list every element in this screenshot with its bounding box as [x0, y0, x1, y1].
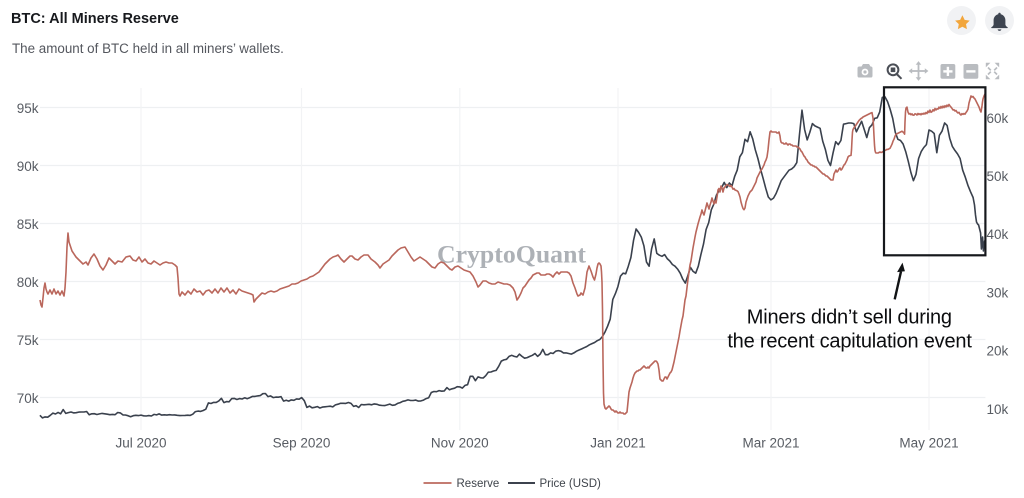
svg-text:Jan 2021: Jan 2021 — [590, 435, 646, 450]
svg-text:10k: 10k — [987, 402, 1009, 417]
svg-text:95k: 95k — [17, 101, 39, 116]
svg-text:Reserve: Reserve — [457, 478, 500, 490]
svg-text:Miners didn’t sell during: Miners didn’t sell during — [747, 306, 952, 328]
svg-text:Sep 2020: Sep 2020 — [273, 435, 331, 450]
svg-text:70k: 70k — [17, 391, 39, 406]
svg-text:90k: 90k — [17, 159, 39, 174]
svg-text:May 2021: May 2021 — [899, 435, 958, 450]
svg-text:40k: 40k — [987, 227, 1009, 242]
svg-text:Mar 2021: Mar 2021 — [742, 435, 799, 450]
svg-text:50k: 50k — [987, 169, 1009, 184]
svg-text:75k: 75k — [17, 333, 39, 348]
svg-text:30k: 30k — [987, 285, 1009, 300]
svg-text:Price (USD): Price (USD) — [540, 478, 602, 490]
svg-text:Nov 2020: Nov 2020 — [431, 435, 489, 450]
svg-text:the recent capitulation event: the recent capitulation event — [727, 330, 972, 352]
svg-text:CryptoQuant: CryptoQuant — [437, 240, 586, 269]
svg-text:Jul 2020: Jul 2020 — [115, 435, 166, 450]
svg-text:20k: 20k — [987, 344, 1009, 359]
svg-text:85k: 85k — [17, 217, 39, 232]
svg-text:80k: 80k — [17, 275, 39, 290]
svg-text:60k: 60k — [987, 111, 1009, 126]
